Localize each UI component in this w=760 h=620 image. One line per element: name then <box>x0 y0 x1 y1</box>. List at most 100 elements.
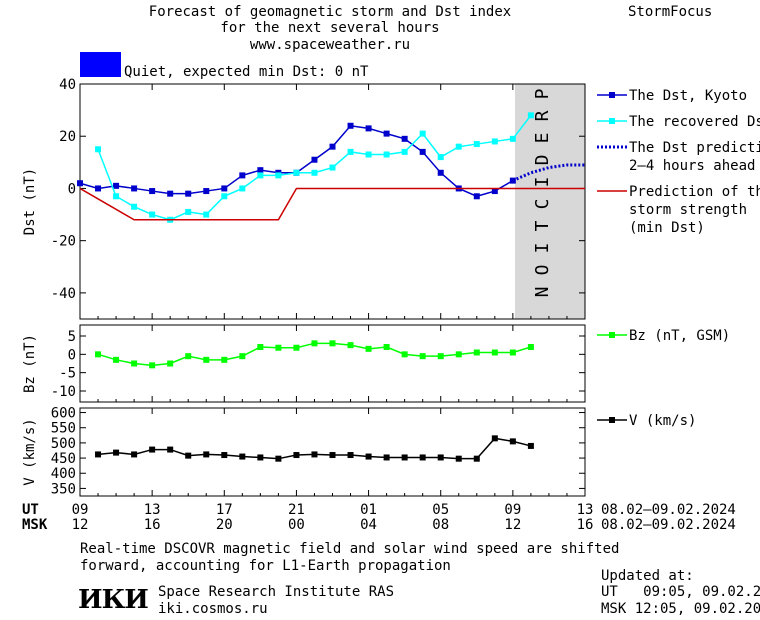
data-point <box>113 356 120 363</box>
data-point <box>527 344 534 350</box>
msk-tick-label: 00 <box>287 517 305 533</box>
y-tick-label: -20 <box>51 234 76 250</box>
data-point <box>203 356 210 363</box>
data-point <box>419 148 426 155</box>
y-tick-label: 20 <box>59 129 76 145</box>
y-tick-label: 350 <box>51 481 76 497</box>
legend-label: The recovered Dst <box>629 114 760 130</box>
y-tick-label: 0 <box>68 181 76 197</box>
brand-name: StormFocus <box>628 4 713 20</box>
data-point <box>347 342 354 349</box>
y-tick-label: -10 <box>51 384 76 400</box>
data-point <box>509 349 516 356</box>
data-point <box>185 353 192 360</box>
legend-label: The Dst, Kyoto <box>629 88 747 104</box>
series-line-0 <box>79 124 514 198</box>
data-point <box>131 360 138 367</box>
plot-frame <box>79 407 586 497</box>
data-point <box>329 164 336 171</box>
legend-label: Prediction of the <box>629 184 760 200</box>
data-point <box>419 353 426 360</box>
data-point <box>257 344 264 350</box>
prediction-letter: R <box>532 110 553 121</box>
data-point <box>491 435 498 442</box>
data-point <box>95 185 102 192</box>
data-point <box>437 353 444 360</box>
y-tick-label: 5 <box>68 329 76 345</box>
updated-ut: UT 09:05, 09.02.2024 <box>601 584 760 600</box>
data-point <box>95 351 102 358</box>
msk-tick-label: 04 <box>360 517 377 533</box>
data-point <box>95 451 102 458</box>
data-point <box>203 188 210 195</box>
updated-msk: MSK 12:05, 09.02.2024 <box>601 601 760 617</box>
y-tick-label: 40 <box>59 77 76 93</box>
data-point <box>347 452 354 459</box>
data-point <box>401 351 408 358</box>
data-point <box>149 446 156 453</box>
data-point <box>275 344 282 351</box>
y-tick-label: 550 <box>51 421 76 437</box>
msk-tick-label: 16 <box>576 517 594 533</box>
data-point <box>185 452 192 459</box>
ut-tick-label: 09 <box>504 502 522 518</box>
date-range-ut: 08.02–09.02.2024 <box>601 502 736 518</box>
date-range-msk: 08.02–09.02.2024 <box>601 517 736 533</box>
data-point <box>491 349 498 356</box>
data-point <box>401 148 408 155</box>
data-point <box>275 455 282 462</box>
plot-frame <box>79 324 586 403</box>
legend-entry-0-0: The Dst, Kyoto <box>597 88 747 104</box>
data-point <box>473 349 480 356</box>
y-tick-label: 0 <box>68 347 76 363</box>
ut-tick-label: 17 <box>215 502 233 518</box>
data-point <box>167 190 174 197</box>
chart-title-line-2: for the next several hours <box>220 20 440 36</box>
data-point <box>203 211 210 218</box>
data-point <box>185 190 192 197</box>
data-point <box>383 130 390 137</box>
data-point <box>329 452 336 459</box>
chart-title-line-3: www.spaceweather.ru <box>249 37 411 53</box>
data-point <box>419 454 426 461</box>
data-point <box>293 344 300 351</box>
ut-tick-label: 05 <box>432 502 450 518</box>
data-point <box>383 454 390 461</box>
data-point <box>149 188 156 195</box>
data-point <box>347 148 354 155</box>
prediction-zone <box>515 84 585 319</box>
iki-logo: ИКИ <box>78 585 149 615</box>
chart-title-line-1: Forecast of geomagnetic storm and Dst in… <box>148 4 512 20</box>
updated-label: Updated at: <box>601 568 694 584</box>
data-point <box>131 451 138 458</box>
legend-marker <box>609 417 615 423</box>
data-point <box>221 452 228 459</box>
data-point <box>257 454 264 461</box>
data-point <box>311 156 318 163</box>
data-point <box>257 167 264 174</box>
msk-axis-label: MSK <box>22 517 48 533</box>
data-point <box>473 141 480 148</box>
legend-marker <box>609 118 615 124</box>
series-line-3 <box>79 187 585 221</box>
data-point <box>401 135 408 142</box>
legend-label: 2–4 hours ahead <box>629 158 755 174</box>
y-axis-label: Dst (nT) <box>22 168 38 235</box>
data-point <box>113 182 120 189</box>
data-point <box>113 449 120 456</box>
legend-entry-0-2: The Dst prediction 2–4 hours ahead <box>597 140 760 174</box>
data-point <box>455 455 462 462</box>
data-point <box>77 180 83 187</box>
legend-entry-0-3: Prediction of the storm strength (min Dst) <box>597 184 760 236</box>
data-point <box>257 172 264 179</box>
series-line-2 <box>512 163 585 182</box>
data-point <box>185 208 192 215</box>
msk-tick-label: 08 <box>432 517 450 533</box>
data-point <box>239 172 246 179</box>
footer-note-line-2: forward, accounting for L1-Earth propaga… <box>80 558 451 574</box>
y-tick-label: 500 <box>51 436 76 452</box>
prediction-letter: N <box>532 287 553 298</box>
